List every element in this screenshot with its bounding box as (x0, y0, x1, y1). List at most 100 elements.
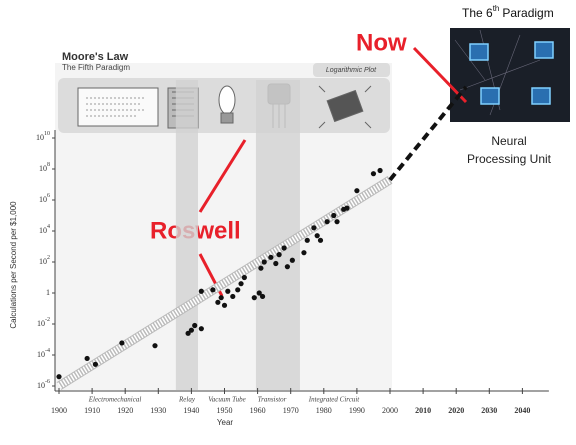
x-tick-label: 2020 (448, 406, 464, 415)
data-point (152, 343, 158, 349)
x-axis-label: Year (217, 418, 234, 427)
data-point (354, 188, 360, 194)
data-point (198, 288, 204, 294)
now-annotation: Now (356, 29, 407, 56)
x-tick-label: 1970 (283, 406, 299, 415)
x-tick-label: 2040 (514, 406, 530, 415)
data-point (218, 295, 224, 301)
data-point (210, 287, 216, 293)
now-arrow (412, 46, 468, 104)
paradigm-rest: Paradigm (502, 6, 553, 20)
data-point (185, 330, 191, 336)
x-tick-label: 1920 (117, 406, 133, 415)
data-point (225, 288, 231, 294)
paradigm-title: The 6th Paradigm (462, 4, 554, 20)
npu-label: Neural (491, 134, 526, 148)
data-point (304, 237, 310, 243)
data-point (192, 322, 198, 329)
x-tick-label: 1980 (316, 406, 332, 415)
data-point (284, 264, 290, 270)
data-point (331, 212, 337, 219)
x-tick-label: 1900 (51, 406, 67, 415)
data-point (256, 290, 262, 296)
data-point (289, 257, 295, 263)
x-tick-label: 1960 (250, 406, 266, 415)
data-point (314, 233, 320, 239)
y-tick-exponent: 6 (47, 193, 50, 199)
data-point (221, 302, 228, 308)
data-point (198, 326, 204, 332)
chart-subtitle: The Fifth Paradigm (62, 63, 130, 72)
data-point (119, 340, 125, 346)
era-band (175, 80, 199, 390)
x-tick-label: 1990 (349, 406, 365, 415)
data-point (258, 265, 264, 271)
data-point (230, 293, 236, 300)
y-tick-exponent: 10 (44, 131, 50, 137)
y-tick-label: 10-6 (37, 379, 50, 389)
x-tick-label: 2010 (415, 406, 431, 415)
data-point (377, 167, 383, 174)
x-tick-label: 1910 (84, 406, 100, 415)
y-tick-label: 104 (39, 224, 50, 234)
data-point (241, 274, 247, 281)
x-tick-label: 2000 (382, 406, 398, 415)
data-point (317, 237, 324, 243)
note-tab (313, 63, 390, 77)
y-tick-label: 10-2 (37, 317, 50, 327)
era-band (255, 80, 300, 390)
data-point (261, 259, 267, 265)
y-tick-label: 106 (39, 193, 50, 203)
data-point (276, 252, 282, 258)
y-tick-base: 10 (39, 195, 47, 204)
npu-label: Processing Unit (467, 152, 552, 166)
data-point (301, 250, 307, 256)
y-tick-exponent: -4 (45, 348, 50, 354)
data-point (215, 299, 221, 305)
era-label: Integrated Circuit (308, 396, 361, 404)
era-label: Transistor (258, 396, 287, 404)
x-tick-label: 1930 (150, 406, 166, 415)
data-point (259, 293, 266, 300)
projection-line (388, 85, 468, 182)
data-point (324, 219, 330, 225)
roswell-arrow (198, 139, 247, 213)
era-label: Electromechanical (88, 396, 142, 404)
data-point (334, 219, 340, 225)
y-tick-exponent: 4 (47, 224, 50, 230)
npu-chips (454, 29, 554, 116)
paradigm-sup: th (493, 4, 500, 13)
data-point (344, 205, 350, 211)
data-point (56, 374, 62, 380)
y-tick-base: 10 (37, 350, 45, 359)
y-tick-base: 10 (39, 226, 47, 235)
y-tick-label: 102 (39, 255, 50, 265)
data-point (188, 327, 194, 333)
paradigm-text: The 6 (462, 6, 493, 20)
era-label: Vacuum Tube (208, 396, 246, 404)
y-axis-label: Calculations per Second per $1,000 (9, 201, 18, 329)
y-tick-exponent: 2 (47, 255, 50, 261)
x-tick-label: 2030 (481, 406, 497, 415)
y-tick-base: 10 (36, 133, 44, 142)
era-label: Relay (178, 396, 196, 404)
data-point (268, 254, 274, 260)
plot-note: Logarithmic Plot (326, 67, 377, 74)
y-tick-exponent: -2 (45, 317, 50, 323)
x-tick-label: 1940 (183, 406, 199, 415)
data-point (311, 225, 317, 231)
x-tick-label: 1950 (217, 406, 233, 415)
data-point (273, 260, 279, 267)
data-point (370, 171, 377, 177)
y-tick-exponent: -6 (45, 379, 50, 385)
y-tick-label: 108 (39, 162, 50, 172)
y-tick-base: 10 (37, 381, 45, 390)
data-point (238, 281, 244, 287)
chart-title: Moore's Law (62, 51, 129, 63)
data-point (84, 355, 90, 362)
data-point (235, 287, 241, 293)
y-tick-label: 10-4 (37, 348, 50, 358)
y-tick-base: 10 (39, 164, 47, 173)
y-tick-base: 10 (39, 257, 47, 266)
